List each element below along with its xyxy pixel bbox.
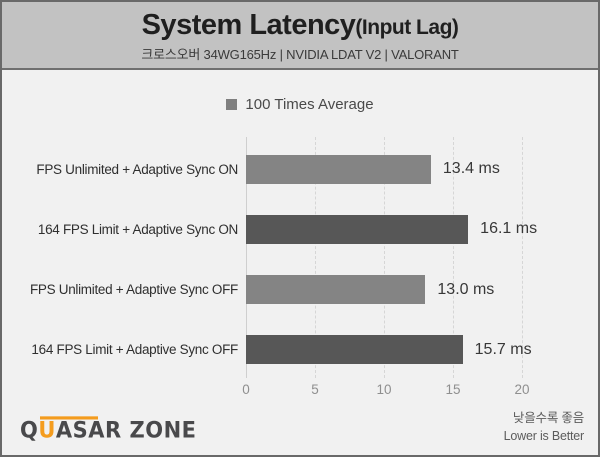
bar (246, 154, 431, 184)
bar (246, 214, 469, 244)
title-sub: (Input Lag) (355, 16, 459, 39)
gridline-20 (522, 137, 523, 378)
note-english: Lower is Better (503, 428, 585, 443)
x-tick-label: 5 (311, 382, 319, 397)
title-main: System Latency (141, 9, 356, 41)
x-tick-label: 10 (376, 382, 392, 397)
legend-label: 100 Times Average (245, 96, 374, 113)
bar-category-label: 164 FPS Limit + Adaptive Sync OFF (31, 342, 238, 358)
legend-swatch-icon (226, 99, 238, 110)
bar-row: FPS Unlimited + Adaptive Sync ON 13.4 ms (2, 139, 598, 199)
gridline-5 (315, 137, 316, 378)
page-title: System Latency(Input Lag) (2, 9, 598, 42)
bar-rows: FPS Unlimited + Adaptive Sync ON 13.4 ms 1… (2, 139, 598, 380)
bar (246, 335, 463, 365)
bar-category-label: 164 FPS Limit + Adaptive Sync ON (37, 221, 238, 237)
logo-letter-q: Q (20, 417, 39, 443)
chart-subtitle: 크로스오버 34WG165Hz | NVIDIA LDAT V2 | VALOR… (141, 47, 459, 62)
logo-rest: ASAR ZONE (55, 417, 197, 443)
plot-area: FPS Unlimited + Adaptive Sync ON 13.4 ms 1… (2, 137, 598, 378)
bar (246, 275, 426, 305)
bar-value-label: 13.4 ms (442, 160, 500, 178)
bar-row: FPS Unlimited + Adaptive Sync OFF 13.0 ms (2, 260, 598, 320)
x-tick-label: 15 (445, 382, 461, 397)
bar-row: 164 FPS Limit + Adaptive Sync ON 16.1 ms (2, 199, 598, 259)
chart-header: System Latency(Input Lag) 크로스오버 34WG165H… (2, 2, 598, 70)
quasarzone-logo: QUASAR ZONE (20, 417, 197, 442)
x-tick-label: 0 (242, 382, 250, 397)
x-tick-label: 20 (514, 382, 530, 397)
bar-category-label: FPS Unlimited + Adaptive Sync ON (36, 161, 238, 177)
bar-value-label: 16.1 ms (480, 220, 538, 238)
lower-is-better-note: 낮을수록 좋음 Lower is Better (503, 410, 585, 445)
logo-letter-u: U (38, 417, 56, 443)
gridline-10 (384, 137, 385, 378)
bar-category-label: FPS Unlimited + Adaptive Sync OFF (29, 282, 238, 298)
bar-row: 164 FPS Limit + Adaptive Sync OFF 15.7 ms (2, 320, 598, 380)
chart-legend: 100 Times Average (2, 96, 598, 113)
bar-value-label: 15.7 ms (474, 340, 532, 358)
note-korean: 낮을수록 좋음 (512, 411, 584, 425)
gridline-0 (246, 137, 247, 378)
gridline-15 (453, 137, 454, 378)
bar-value-label: 13.0 ms (437, 280, 495, 298)
x-axis: 0 5 10 15 20 (2, 382, 598, 400)
